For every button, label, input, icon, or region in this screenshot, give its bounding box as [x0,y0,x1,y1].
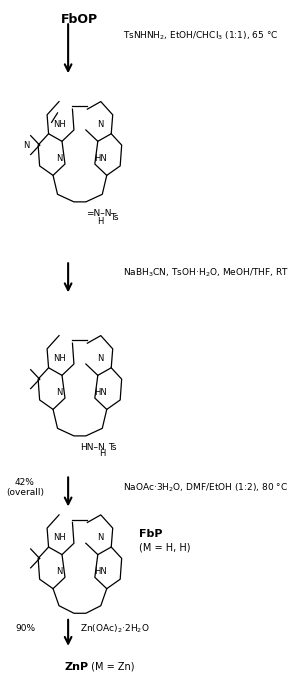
Text: HN: HN [94,388,107,397]
Text: N: N [56,154,62,163]
Text: =N–N: =N–N [86,208,111,218]
Text: N: N [98,120,104,129]
Text: NH: NH [53,120,65,129]
Text: (M = H, H): (M = H, H) [139,542,190,552]
Text: NaBH$_3$CN, TsOH·H$_2$O, MeOH/THF, RT: NaBH$_3$CN, TsOH·H$_2$O, MeOH/THF, RT [123,266,289,278]
Text: NH: NH [53,533,65,542]
Text: N: N [56,567,62,576]
Text: 42%
(overall): 42% (overall) [6,478,44,497]
Text: HN: HN [94,567,107,576]
Text: HN: HN [94,154,107,163]
Text: Ts: Ts [108,443,117,452]
Text: NH: NH [53,354,65,363]
Text: FbP: FbP [139,529,162,539]
Text: ZnP: ZnP [64,661,88,672]
Text: N: N [98,533,104,542]
Text: NaOAc·3H$_2$O, DMF/EtOH (1:2), 80 °C: NaOAc·3H$_2$O, DMF/EtOH (1:2), 80 °C [123,481,288,494]
Text: FbOP: FbOP [61,14,98,26]
Text: N: N [98,354,104,363]
Text: N: N [56,388,62,397]
Text: TsNHNH$_2$, EtOH/CHCl$_3$ (1:1), 65 °C: TsNHNH$_2$, EtOH/CHCl$_3$ (1:1), 65 °C [123,30,279,43]
Text: (M = Zn): (M = Zn) [88,661,134,672]
Text: Ts: Ts [110,213,118,222]
Text: H: H [99,449,105,458]
Text: N: N [23,141,29,149]
Text: H: H [98,217,104,226]
Text: Zn(OAc)$_2$·2H$_2$O: Zn(OAc)$_2$·2H$_2$O [80,623,150,635]
Text: HN–N: HN–N [80,443,105,452]
Text: 90%: 90% [15,624,35,634]
